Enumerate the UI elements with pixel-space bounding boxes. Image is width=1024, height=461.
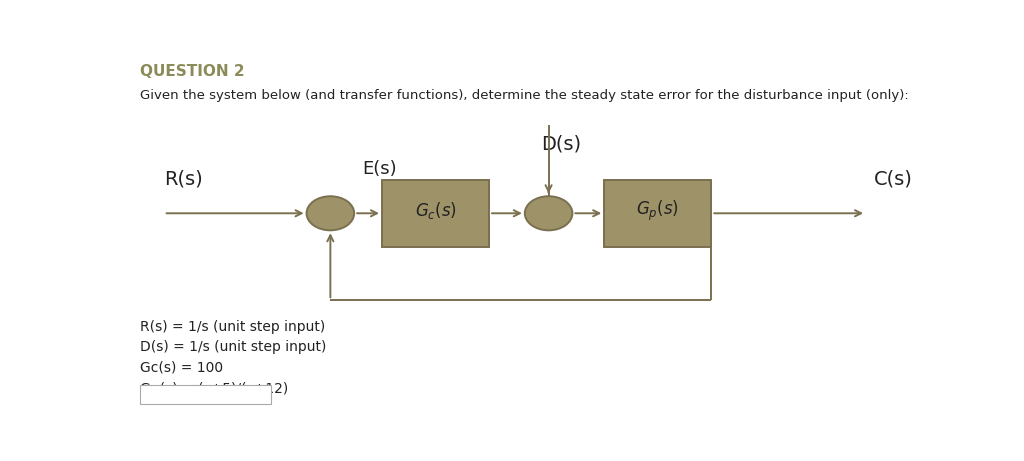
FancyBboxPatch shape <box>140 385 270 404</box>
Text: R(s): R(s) <box>164 170 203 189</box>
FancyBboxPatch shape <box>382 179 489 247</box>
Text: $G_c(s)$: $G_c(s)$ <box>415 200 457 221</box>
Text: Gp(s) = (s+5)/(s+12): Gp(s) = (s+5)/(s+12) <box>140 382 288 396</box>
Text: C(s): C(s) <box>874 170 912 189</box>
Text: Given the system below (and transfer functions), determine the steady state erro: Given the system below (and transfer fun… <box>140 89 908 102</box>
Text: D(s): D(s) <box>541 135 581 154</box>
Text: $G_p(s)$: $G_p(s)$ <box>636 198 679 223</box>
Text: D(s) = 1/s (unit step input): D(s) = 1/s (unit step input) <box>140 340 327 355</box>
Text: QUESTION 2: QUESTION 2 <box>140 64 245 79</box>
FancyBboxPatch shape <box>604 179 712 247</box>
Text: Gc(s) = 100: Gc(s) = 100 <box>140 361 223 375</box>
Ellipse shape <box>306 196 354 230</box>
Text: R(s) = 1/s (unit step input): R(s) = 1/s (unit step input) <box>140 320 326 334</box>
Ellipse shape <box>525 196 572 230</box>
Text: E(s): E(s) <box>362 160 396 178</box>
